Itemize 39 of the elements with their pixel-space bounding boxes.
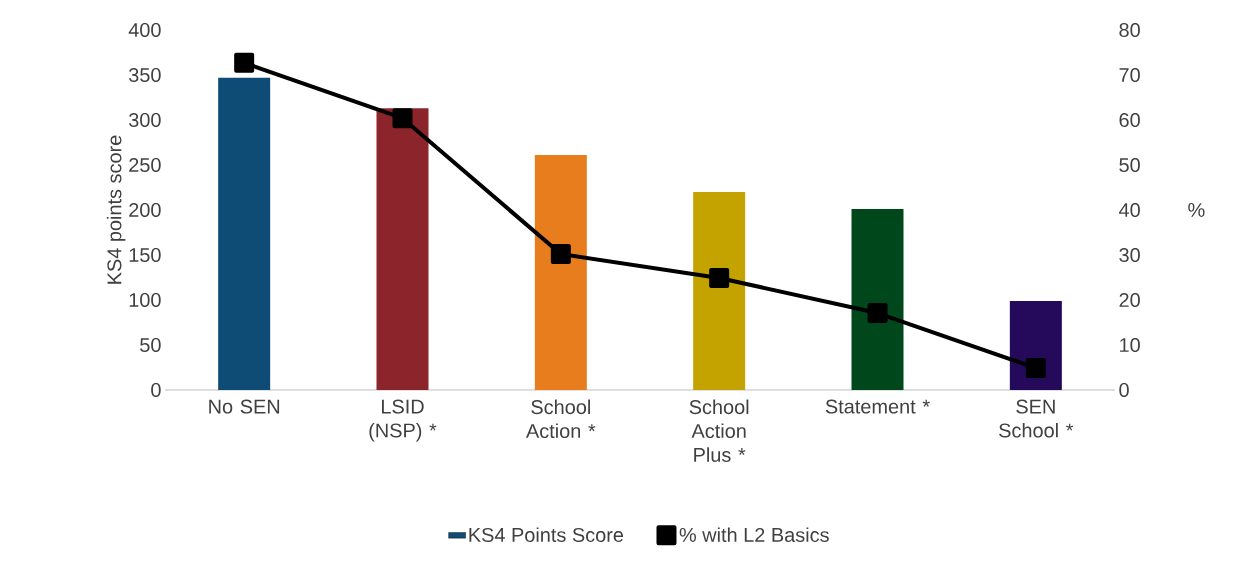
bar (693, 192, 746, 390)
y2-tick-label: 20 (1119, 292, 1140, 308)
y2-axis-title: % (1188, 203, 1205, 217)
y-tick-label: 0 (151, 382, 161, 398)
y2-tick-label: 60 (1119, 112, 1140, 128)
y2-tick-label: 50 (1119, 157, 1140, 173)
bar (376, 108, 429, 390)
y-tick-label: 100 (129, 292, 161, 308)
y-tick-label: 50 (140, 337, 161, 353)
y-tick-label: 350 (129, 67, 161, 83)
point (392, 108, 413, 129)
y2-tick-label: 30 (1119, 247, 1140, 263)
y2-tick-label: 40 (1118, 202, 1140, 218)
bar (534, 155, 587, 390)
y2-tick-label: 80 (1119, 22, 1140, 38)
y-axis-title: KS4 points score (106, 135, 126, 284)
x-tick-label: School Action Plus * (689, 399, 749, 462)
bar (851, 209, 904, 390)
point (867, 303, 888, 324)
x-tick-label: SEN School * (999, 399, 1074, 438)
point (1025, 357, 1046, 378)
y-tick-label: 200 (129, 202, 161, 218)
x-tick-label: No SEN (209, 399, 280, 414)
y2-tick-label: 0 (1119, 382, 1129, 398)
x-tick-label: Statement * (825, 399, 930, 414)
y-tick-label: 400 (128, 22, 161, 38)
y2-tick-label: 10 (1120, 337, 1140, 353)
x-tick-label: School Action * (525, 399, 596, 439)
point (709, 267, 730, 288)
x-tick-label: LSID (NSP) * (369, 399, 437, 442)
point (234, 52, 255, 73)
point (550, 244, 571, 265)
legend-label: % with L2 Basics (679, 527, 829, 543)
y-tick-label: 250 (129, 157, 161, 173)
y2-tick-label: 70 (1119, 67, 1140, 83)
y-tick-label: 300 (129, 112, 161, 128)
bar (218, 77, 271, 390)
legend-label: KS4 Points Score (469, 527, 624, 543)
y-tick-label: 150 (129, 247, 161, 263)
